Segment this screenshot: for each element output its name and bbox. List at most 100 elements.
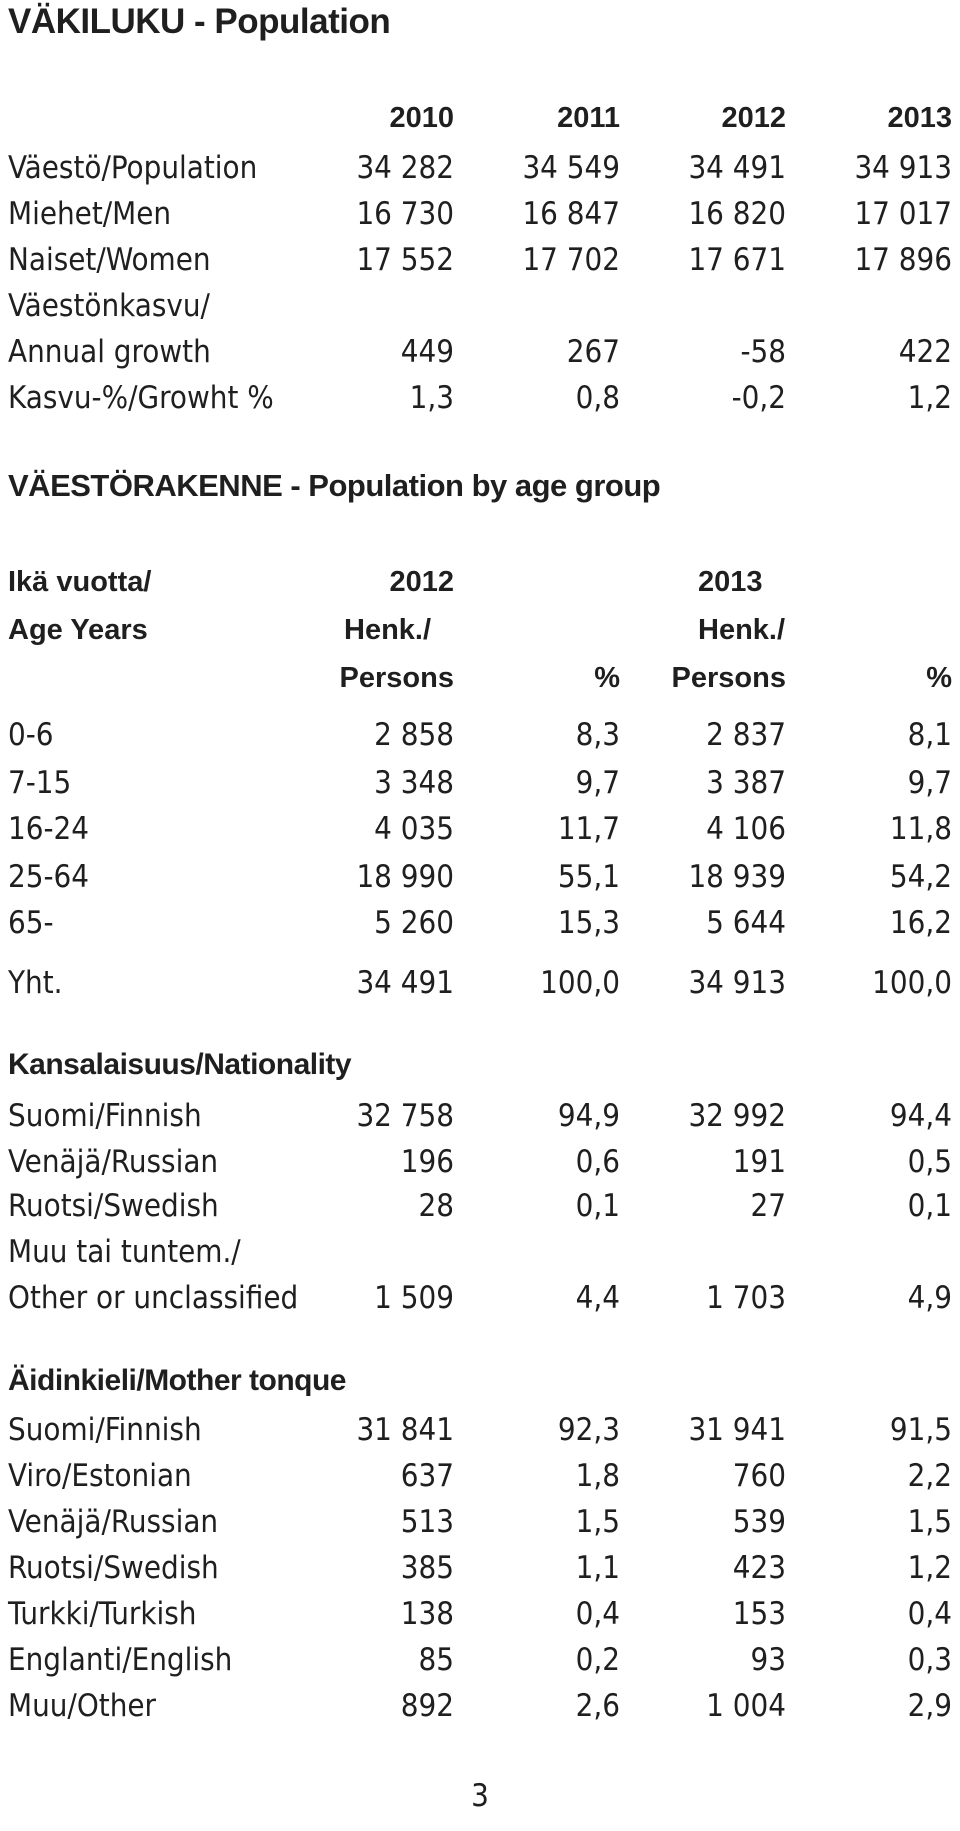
table-row-total: Yht. 34 491 100,0 34 913 100,0 [8, 963, 952, 1003]
table-cell: 16,2 [889, 905, 952, 941]
table-cell: 32 992 [688, 1098, 786, 1134]
table-cell: 34 491 [356, 965, 454, 1001]
table-cell: 2,9 [907, 1688, 952, 1724]
row-label: Other or unclassified [8, 1280, 299, 1316]
table-cell: 32 758 [356, 1098, 454, 1134]
row-label: Turkki/Turkish [8, 1596, 197, 1632]
table-cell: 4,9 [907, 1280, 952, 1316]
table-cell: 1,3 [409, 380, 454, 416]
table-cell: 0,8 [575, 380, 620, 416]
table-row: 65- 5 260 15,3 5 644 16,2 [8, 903, 952, 943]
table-cell: 34 282 [356, 150, 454, 186]
row-label: Annual growth [8, 334, 211, 370]
table-cell: 4 035 [374, 811, 454, 847]
table-cell: 34 913 [688, 965, 786, 1001]
table-cell: 16 730 [356, 196, 454, 232]
table-row: Annual growth 449 267 -58 422 [8, 332, 952, 372]
table-cell: 34 549 [522, 150, 620, 186]
table-cell: 153 [732, 1596, 786, 1632]
table-cell: 1,5 [907, 1504, 952, 1540]
table-cell: 100,0 [540, 965, 620, 1001]
row-label: Kasvu-%/Growht % [8, 380, 274, 416]
table-cell: 539 [732, 1504, 786, 1540]
table-cell: 0,5 [907, 1144, 952, 1180]
table-row: Venäjä/Russian 513 1,5 539 1,5 [8, 1502, 952, 1542]
table-cell: 11,8 [889, 811, 952, 847]
table-cell: 1 004 [706, 1688, 786, 1724]
table-row: Miehet/Men 16 730 16 847 16 820 17 017 [8, 194, 952, 234]
row-label: Englanti/English [8, 1642, 233, 1678]
row-label: Venäjä/Russian [8, 1144, 219, 1180]
table-cell: 11,7 [557, 811, 620, 847]
age-header-row-3: Persons % Persons % [8, 658, 952, 698]
table-cell: 18 939 [688, 859, 786, 895]
population-title: VÄKILUKU - Population [8, 2, 391, 41]
table-cell: 9,7 [907, 765, 952, 801]
table-cell: 267 [566, 334, 620, 370]
mother-tongue-title: Äidinkieli/Mother tonque [8, 1364, 347, 1397]
row-label: Miehet/Men [8, 196, 172, 232]
table-cell: 0,4 [907, 1596, 952, 1632]
table-cell: 15,3 [557, 905, 620, 941]
row-label: 25-64 [8, 859, 90, 895]
persons-header: Persons [339, 662, 454, 694]
population-year-header: 2010 2011 2012 2013 [8, 98, 952, 138]
table-row: Muu tai tuntem./ [8, 1232, 952, 1272]
row-label: Ruotsi/Swedish [8, 1188, 219, 1224]
row-label: Väestö/Population [8, 150, 258, 186]
table-cell: 2 858 [374, 717, 454, 753]
percent-header: % [926, 662, 952, 694]
table-cell: 54,2 [889, 859, 952, 895]
table-cell: 5 644 [706, 905, 786, 941]
table-cell: 892 [400, 1688, 454, 1724]
table-row: 25-64 18 990 55,1 18 939 54,2 [8, 857, 952, 897]
row-label: Suomi/Finnish [8, 1412, 202, 1448]
table-row: 7-15 3 348 9,7 3 387 9,7 [8, 763, 952, 803]
table-cell: 17 896 [854, 242, 952, 278]
henk-header: Henk./ [698, 614, 786, 646]
row-label: Suomi/Finnish [8, 1098, 202, 1134]
row-label: Muu tai tuntem./ [8, 1234, 241, 1270]
table-cell: 17 017 [854, 196, 952, 232]
table-cell: 28 [418, 1188, 454, 1224]
table-cell: 0,1 [907, 1188, 952, 1224]
table-cell: -0,2 [731, 380, 786, 416]
table-cell: 423 [732, 1550, 786, 1586]
page-number: 3 [471, 1778, 489, 1814]
table-cell: 92,3 [557, 1412, 620, 1448]
age-header-label: Age Years [8, 614, 148, 646]
row-label: Väestönkasvu/ [8, 288, 210, 324]
table-cell: 34 913 [854, 150, 952, 186]
table-cell: 91,5 [889, 1412, 952, 1448]
table-row: Kasvu-%/Growht % 1,3 0,8 -0,2 1,2 [8, 378, 952, 418]
table-row: Ruotsi/Swedish 385 1,1 423 1,2 [8, 1548, 952, 1588]
age-header-row-1: Ikä vuotta/ 2012 2013 [8, 562, 952, 602]
table-cell: 31 841 [356, 1412, 454, 1448]
year-header: 2012 [721, 102, 786, 134]
table-cell: 0,2 [575, 1642, 620, 1678]
row-label: Venäjä/Russian [8, 1504, 219, 1540]
table-cell: 4,4 [575, 1280, 620, 1316]
nationality-title: Kansalaisuus/Nationality [8, 1048, 352, 1081]
persons-header: Persons [671, 662, 786, 694]
table-cell: 3 387 [706, 765, 786, 801]
table-cell: 2 837 [706, 717, 786, 753]
table-row: Muu/Other 892 2,6 1 004 2,9 [8, 1686, 952, 1726]
row-label: Viro/Estonian [8, 1458, 192, 1494]
row-label: Yht. [8, 965, 63, 1001]
row-label: Ruotsi/Swedish [8, 1550, 219, 1586]
table-row: Suomi/Finnish 32 758 94,9 32 992 94,4 [8, 1096, 952, 1136]
table-cell: 422 [898, 334, 952, 370]
table-cell: 31 941 [688, 1412, 786, 1448]
table-cell: 637 [400, 1458, 454, 1494]
percent-header: % [594, 662, 620, 694]
year-header: 2013 [698, 566, 763, 598]
table-cell: 2,2 [907, 1458, 952, 1494]
table-cell: 94,4 [889, 1098, 952, 1134]
table-cell: 1 509 [374, 1280, 454, 1316]
row-label: 16-24 [8, 811, 90, 847]
table-cell: 1,2 [907, 380, 952, 416]
table-cell: 449 [400, 334, 454, 370]
table-cell: 1 703 [706, 1280, 786, 1316]
table-cell: 16 820 [688, 196, 786, 232]
